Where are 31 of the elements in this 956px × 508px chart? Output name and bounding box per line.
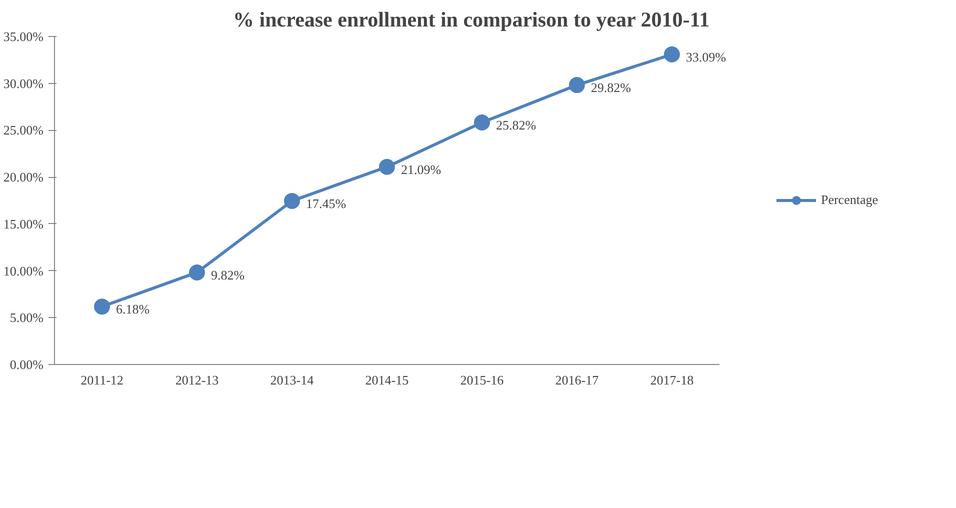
- point: [568, 77, 585, 94]
- data-label: 29.82%: [590, 80, 632, 96]
- point: [474, 114, 490, 131]
- y-tick-label: 35.00%: [3, 29, 44, 44]
- point: [284, 192, 300, 209]
- data-label: 33.09%: [686, 49, 726, 64]
- x-tick-label: 2016-17: [555, 372, 600, 388]
- data-label: 21.09%: [400, 162, 442, 177]
- x-tick-label: 2014-15: [365, 372, 409, 388]
- x-tick-label: 2013-14: [270, 372, 314, 388]
- y-tick-label: 20.00%: [3, 170, 44, 185]
- point: [94, 298, 110, 315]
- x-tick-label: 2015-16: [460, 372, 504, 388]
- x-tick-label: 2011-12: [80, 372, 124, 388]
- y-tick-label: 30.00%: [3, 76, 44, 91]
- data-label: 17.45%: [306, 196, 346, 211]
- y-tick-label: 5.00%: [10, 310, 44, 326]
- x-tick-label: 2017-18: [650, 372, 694, 388]
- legend-label: Percentage: [820, 192, 878, 208]
- point: [664, 46, 680, 62]
- point: [188, 264, 205, 280]
- y-tick-label: 0.00%: [10, 357, 44, 372]
- data-label: 9.82%: [210, 267, 245, 282]
- point: [378, 158, 395, 175]
- chart-title: % increase enrollment in comparison to year 2010-11: [233, 8, 710, 32]
- data-label: 6.18%: [116, 302, 150, 317]
- y-tick-label: 15.00%: [3, 216, 44, 232]
- y-tick-label: 10.00%: [3, 263, 44, 278]
- x-tick-label: 2012-13: [175, 372, 219, 388]
- data-label: 25.82%: [496, 118, 536, 133]
- y-tick-label: 25.00%: [3, 122, 44, 138]
